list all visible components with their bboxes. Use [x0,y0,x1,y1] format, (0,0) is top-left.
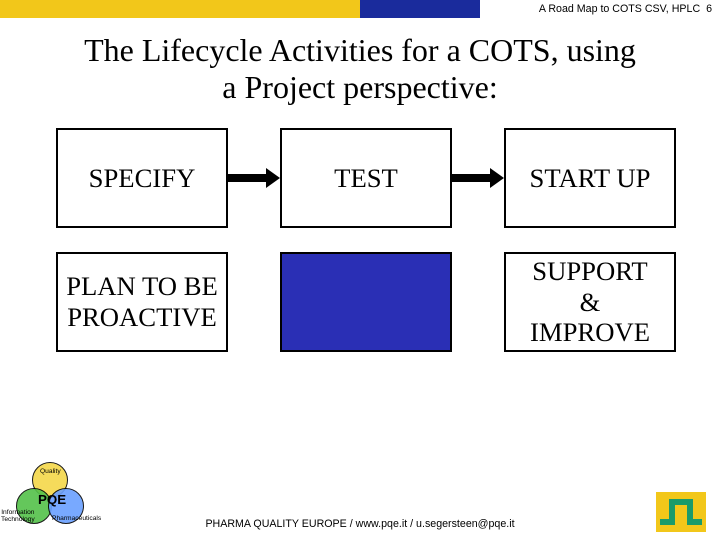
header-text-area: A Road Map to COTS CSV, HPLC 6 [480,0,720,18]
header-accent-yellow [0,0,360,18]
box-label: TEST [334,163,398,194]
box-label: PLAN TO BEPROACTIVE [66,271,218,332]
venn-label-2: Pharmaceuticals [52,516,101,523]
box-control [280,252,452,352]
header-text: A Road Map to COTS CSV, HPLC [539,3,700,15]
brand-logo-svg [656,492,706,532]
box-specify: SPECIFY [56,128,228,228]
box-plan: PLAN TO BEPROACTIVE [56,252,228,352]
header-bar: A Road Map to COTS CSV, HPLC 6 [0,0,720,18]
venn-logo: Quality InformationTechnology Pharmaceutic… [4,466,104,534]
box-label: SUPPORT&IMPROVE [530,256,650,348]
venn-label-1: InformationTechnology [1,510,35,523]
slide-title-text: The Lifecycle Activities for a COTS, usi… [84,32,636,105]
slide-title: The Lifecycle Activities for a COTS, usi… [0,32,720,106]
box-startup: START UP [504,128,676,228]
venn-center-label: PQE [38,492,66,507]
header-page-number: 6 [706,3,712,15]
box-support: SUPPORT&IMPROVE [504,252,676,352]
box-label: SPECIFY [89,163,196,194]
footer-text-content: PHARMA QUALITY EUROPE / www.pqe.it / u.s… [205,518,514,530]
box-test: TEST [280,128,452,228]
header-accent-blue [360,0,480,18]
footer-text: PHARMA QUALITY EUROPE / www.pqe.it / u.s… [0,518,720,530]
box-label: START UP [530,163,651,194]
venn-label-0: Quality [40,469,61,476]
brand-logo-icon [656,492,706,532]
